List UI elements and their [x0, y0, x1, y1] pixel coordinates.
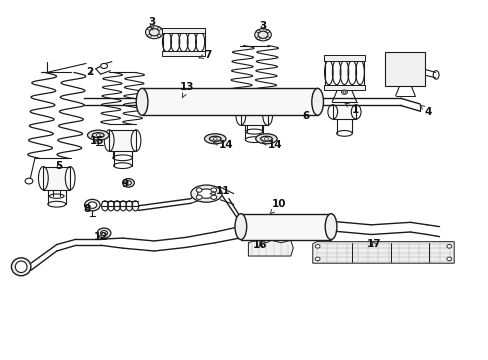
Circle shape — [88, 202, 97, 208]
Bar — [161, 51, 205, 56]
Bar — [161, 28, 205, 33]
Circle shape — [101, 230, 107, 235]
Text: 15: 15 — [89, 136, 104, 146]
Bar — [142, 88, 317, 115]
Text: 1: 1 — [345, 103, 358, 115]
Bar — [109, 130, 136, 151]
Circle shape — [196, 195, 202, 199]
Text: 14: 14 — [213, 140, 233, 150]
Bar — [241, 105, 267, 125]
Polygon shape — [248, 240, 293, 256]
Ellipse shape — [15, 261, 27, 273]
Text: 3: 3 — [259, 21, 266, 31]
Text: 8: 8 — [83, 204, 91, 215]
Circle shape — [264, 137, 268, 140]
Circle shape — [446, 257, 451, 261]
Ellipse shape — [235, 214, 246, 239]
Circle shape — [254, 29, 271, 41]
Text: 7: 7 — [199, 50, 211, 60]
Ellipse shape — [311, 88, 323, 115]
Circle shape — [213, 137, 217, 140]
Circle shape — [315, 257, 320, 261]
Ellipse shape — [325, 214, 336, 239]
Circle shape — [446, 244, 451, 248]
Text: 5: 5 — [55, 161, 62, 171]
Bar — [332, 105, 355, 119]
Circle shape — [210, 188, 216, 192]
Text: 17: 17 — [366, 239, 380, 249]
Circle shape — [341, 90, 346, 94]
Circle shape — [122, 179, 134, 187]
Bar — [385, 52, 425, 86]
Circle shape — [96, 134, 100, 136]
Circle shape — [145, 26, 163, 39]
Bar — [324, 55, 364, 60]
Circle shape — [297, 104, 310, 114]
Circle shape — [25, 178, 33, 184]
Circle shape — [210, 195, 216, 199]
Text: 16: 16 — [253, 240, 267, 250]
Text: 14: 14 — [262, 140, 282, 150]
Ellipse shape — [204, 134, 225, 144]
Circle shape — [196, 188, 202, 192]
Text: 12: 12 — [93, 232, 108, 242]
Text: 9: 9 — [122, 179, 128, 189]
Circle shape — [84, 199, 100, 211]
Ellipse shape — [136, 88, 148, 115]
Ellipse shape — [87, 130, 109, 140]
Text: 4: 4 — [419, 105, 431, 117]
Text: 2: 2 — [86, 67, 93, 77]
Circle shape — [125, 181, 131, 185]
Text: 3: 3 — [148, 17, 155, 30]
Bar — [241, 214, 330, 239]
Text: 10: 10 — [269, 199, 285, 214]
Bar — [43, 167, 70, 190]
Ellipse shape — [11, 258, 31, 276]
Bar — [324, 85, 364, 90]
Text: 6: 6 — [302, 111, 308, 121]
Text: 13: 13 — [180, 82, 194, 98]
Polygon shape — [312, 242, 453, 263]
Ellipse shape — [190, 185, 222, 202]
Ellipse shape — [255, 134, 277, 144]
Circle shape — [101, 63, 107, 68]
Circle shape — [300, 107, 307, 112]
Circle shape — [315, 244, 320, 248]
Ellipse shape — [197, 189, 215, 198]
Circle shape — [97, 228, 111, 238]
Text: 11: 11 — [210, 186, 230, 197]
